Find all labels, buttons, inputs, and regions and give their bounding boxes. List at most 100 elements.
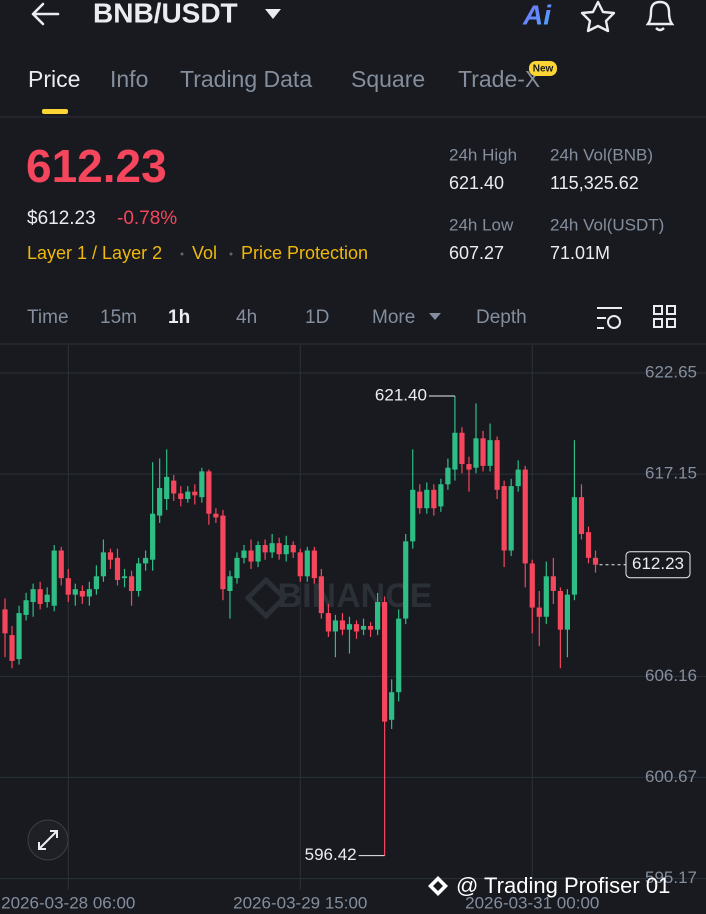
candle-body xyxy=(325,613,331,632)
candle-body xyxy=(360,625,367,630)
overlay-text: @ Trading Profiser 01 xyxy=(456,873,670,898)
interval[interactable]: More xyxy=(372,307,415,328)
tag[interactable]: Vol xyxy=(192,243,217,263)
candle-body xyxy=(206,471,212,514)
interval[interactable]: 15m xyxy=(100,307,137,328)
y-tick-label: 617.15 xyxy=(645,464,697,483)
candle-body xyxy=(199,471,205,498)
candle-body xyxy=(241,550,247,558)
indicator-button[interactable] xyxy=(597,307,622,329)
max-label: 621.40 xyxy=(375,385,427,404)
candle-body xyxy=(283,545,289,555)
candle-body xyxy=(65,578,71,595)
candle-body xyxy=(227,576,233,592)
interval[interactable]: 1D xyxy=(305,307,329,328)
tag-separator xyxy=(180,252,184,256)
candle-body xyxy=(536,607,542,617)
candle-body xyxy=(452,432,458,470)
candle-body xyxy=(220,515,226,590)
candle-body xyxy=(185,491,191,500)
interval[interactable]: 4h xyxy=(236,307,257,328)
tab[interactable]: Price xyxy=(28,66,80,92)
candle-body xyxy=(403,541,409,619)
candle-body xyxy=(550,576,556,592)
watermark: BINANCE xyxy=(278,577,433,615)
y-tick-label: 595.17 xyxy=(645,868,697,887)
x-tick-label: 2026-03-31 00:00 xyxy=(465,893,599,912)
tab[interactable]: Trade-X xyxy=(458,66,540,92)
layout-button[interactable] xyxy=(653,305,676,328)
candle-body xyxy=(58,550,64,579)
favorite-button[interactable] xyxy=(580,0,616,33)
candle-body xyxy=(557,591,563,630)
tab[interactable]: Trading Data xyxy=(180,66,312,92)
notification-button[interactable] xyxy=(645,0,675,32)
candle-body xyxy=(417,491,423,509)
candle-body xyxy=(353,624,360,632)
interval[interactable]: 1h xyxy=(168,307,190,328)
candle-body xyxy=(410,489,416,542)
candle-body xyxy=(480,438,486,466)
x-tick-label: 2026-03-28 06:00 xyxy=(1,893,135,912)
candle-body xyxy=(529,563,535,608)
more-dropdown xyxy=(429,313,441,320)
candle-body xyxy=(431,489,437,509)
price-change: -0.78% xyxy=(117,208,177,229)
stat-label: 24h Vol(BNB) xyxy=(550,145,653,164)
candle-body xyxy=(171,480,177,494)
candle-body xyxy=(424,489,430,509)
candle-body xyxy=(508,486,514,551)
tab[interactable]: Square xyxy=(351,66,425,92)
candle-body xyxy=(473,438,479,468)
candle-body xyxy=(459,432,465,465)
candle-body xyxy=(121,576,128,579)
candle-body xyxy=(543,576,549,617)
candle-body xyxy=(16,613,22,660)
tab[interactable]: Info xyxy=(110,66,148,92)
candle-body xyxy=(79,591,85,597)
candle-body xyxy=(332,620,339,632)
candle-body xyxy=(522,469,528,564)
stat-value: 115,325.62 xyxy=(550,173,639,193)
candle-body xyxy=(192,491,198,496)
candle-body xyxy=(213,513,219,518)
candle-body xyxy=(297,552,303,577)
candle-body xyxy=(374,602,381,630)
candle-body xyxy=(9,635,15,661)
candle-body xyxy=(318,576,324,614)
pair-title[interactable]: BNB/USDT xyxy=(93,0,238,28)
expand-button[interactable] xyxy=(27,819,69,861)
candle-body xyxy=(389,692,395,720)
last-price-box xyxy=(625,551,691,579)
tag[interactable]: Layer 1 / Layer 2 xyxy=(27,243,162,263)
pair-dropdown[interactable] xyxy=(265,9,281,19)
candle-body xyxy=(276,543,282,555)
candle-body xyxy=(37,589,43,604)
candle-body xyxy=(487,440,493,466)
candle-body xyxy=(128,576,135,592)
stat-value: 71.01M xyxy=(550,243,610,263)
candle-body xyxy=(290,545,296,553)
stat-label: 24h High xyxy=(449,145,517,164)
new-badge-bg xyxy=(529,61,557,76)
back-button[interactable] xyxy=(31,2,60,26)
candle-body xyxy=(255,545,261,562)
ai-button[interactable]: Ai xyxy=(522,0,552,30)
stat-value: 607.27 xyxy=(449,243,504,263)
tag[interactable]: Price Protection xyxy=(241,243,368,263)
last-price: 612.23 xyxy=(26,140,167,192)
candle-body xyxy=(150,513,156,560)
candle-body xyxy=(234,557,240,579)
candle-body xyxy=(396,618,402,693)
candle-body xyxy=(578,497,585,534)
candle-body xyxy=(143,557,149,564)
candle-body xyxy=(248,550,254,562)
candle-body xyxy=(178,493,184,500)
interval[interactable]: Time xyxy=(27,307,69,328)
candle-body xyxy=(466,464,472,470)
candle-body xyxy=(114,557,121,580)
interval[interactable]: Depth xyxy=(476,307,527,328)
candle-body xyxy=(445,467,451,485)
new-badge: New xyxy=(533,64,554,75)
tab-indicator xyxy=(42,109,68,114)
